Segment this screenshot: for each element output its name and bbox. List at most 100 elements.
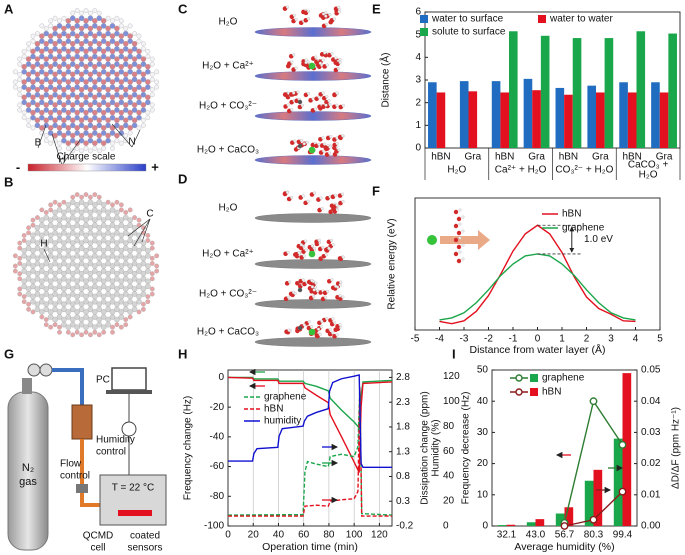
atom <box>78 260 85 267</box>
hydrogen <box>326 289 330 293</box>
atom <box>39 63 45 70</box>
atom <box>100 94 107 101</box>
atom <box>43 76 49 83</box>
atom <box>131 286 138 292</box>
atom <box>78 316 85 323</box>
snapshot: H₂O + Ca²⁺ <box>202 238 372 269</box>
atom <box>65 232 72 239</box>
atom <box>149 276 155 282</box>
atom <box>87 56 94 62</box>
hydrogen <box>335 141 339 145</box>
atom <box>149 291 155 297</box>
atom <box>105 122 111 129</box>
atom <box>61 255 67 262</box>
series-line <box>227 387 393 516</box>
atom <box>48 140 54 146</box>
atom <box>123 41 129 47</box>
atom <box>123 210 129 215</box>
hydrogen <box>288 280 292 284</box>
atom <box>21 84 27 90</box>
atom <box>39 38 45 44</box>
atom <box>43 56 49 62</box>
atom <box>74 48 80 55</box>
atom <box>12 253 18 259</box>
atom <box>65 63 72 70</box>
atom <box>83 109 89 116</box>
hydrogen <box>335 91 339 95</box>
atom <box>43 260 49 267</box>
atom <box>123 240 129 246</box>
atom <box>74 329 80 335</box>
hydrogen <box>324 253 328 257</box>
bar <box>540 35 550 148</box>
atom <box>114 301 120 307</box>
y-axis-label: Frequency decrease (Hz) <box>461 392 472 505</box>
atom <box>43 138 49 143</box>
atom <box>78 122 85 129</box>
pointer-line <box>61 139 81 166</box>
atom <box>43 291 49 297</box>
atom <box>25 245 32 251</box>
atom <box>65 283 72 290</box>
atom <box>123 270 129 277</box>
atom <box>17 286 23 292</box>
hydrogen <box>302 254 306 258</box>
atom <box>78 199 85 205</box>
atom <box>118 79 125 85</box>
atom <box>118 18 124 24</box>
atom <box>52 322 58 327</box>
atom <box>39 314 45 320</box>
atom <box>96 86 103 93</box>
atom <box>21 54 27 59</box>
humidity-label: control <box>96 447 126 458</box>
y2-tick-label: 0.8 <box>396 471 410 482</box>
bar <box>526 522 536 526</box>
atom <box>83 202 89 208</box>
atom <box>83 283 89 290</box>
pointer-line <box>131 129 141 148</box>
atom <box>109 79 116 85</box>
atom <box>136 263 142 269</box>
atom <box>65 33 72 39</box>
atom <box>114 86 120 93</box>
atom <box>43 61 49 67</box>
atom <box>47 314 54 320</box>
atom <box>30 109 36 116</box>
snapshot: H₂O + CO₃²⁻ <box>199 278 372 309</box>
atom <box>39 283 45 290</box>
atom <box>52 240 58 246</box>
snapshot: H₂O + CO₃²⁻ <box>199 90 372 121</box>
atom <box>118 99 125 106</box>
atom <box>65 207 72 213</box>
atom <box>69 117 76 124</box>
atom <box>69 76 76 83</box>
atom <box>145 63 151 70</box>
atom <box>87 209 94 216</box>
atom <box>48 23 54 29</box>
atom <box>131 255 138 262</box>
y3-tick-label: 0 <box>443 521 449 532</box>
hydrogen <box>458 236 462 240</box>
atom <box>105 15 111 21</box>
atom <box>96 92 103 98</box>
hydrogen <box>339 280 343 284</box>
point <box>589 397 598 406</box>
atom <box>21 268 27 274</box>
atom <box>34 260 41 267</box>
atom <box>109 125 116 131</box>
atom <box>105 286 111 292</box>
legend-point <box>515 388 523 396</box>
hydrogen <box>323 51 327 55</box>
snapshot: H₂O + CaCO₃ <box>197 134 372 165</box>
atom <box>145 79 151 85</box>
atom <box>123 133 129 138</box>
atom <box>78 255 85 262</box>
atom <box>74 145 80 151</box>
atom <box>141 306 146 312</box>
atom <box>96 245 103 251</box>
atom <box>109 263 116 269</box>
atom <box>96 148 102 154</box>
atom <box>145 99 151 106</box>
y-tick-label: 0 <box>218 372 224 383</box>
atom <box>114 209 120 216</box>
